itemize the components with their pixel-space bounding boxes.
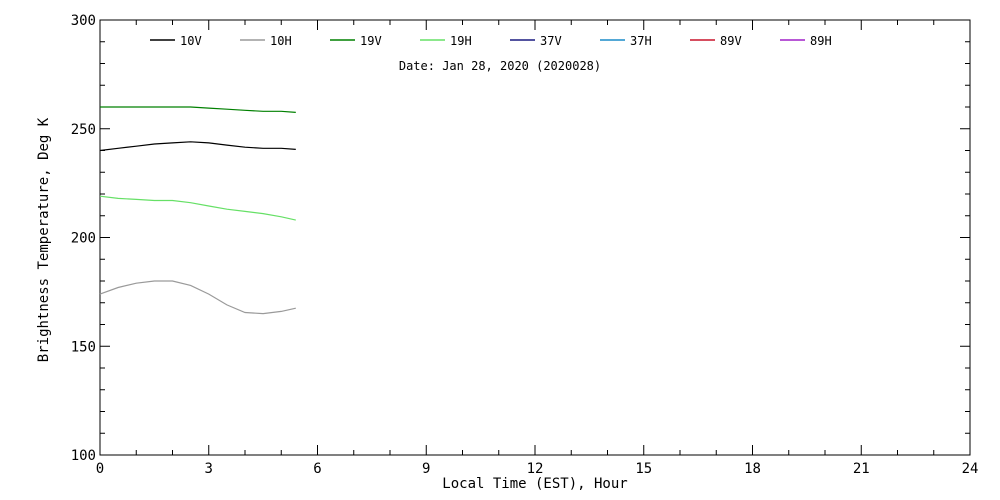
x-tick-label: 6: [313, 461, 321, 477]
axis-ticks: [99, 19, 971, 456]
x-axis-label: Local Time (EST), Hour: [442, 476, 627, 492]
x-tick-label: 12: [527, 461, 544, 477]
series-line-10h: [99, 280, 296, 315]
legend-label-19v: 19V: [360, 34, 382, 48]
y-tick-label: 100: [71, 448, 96, 464]
x-tick-label: 3: [205, 461, 213, 477]
x-tick-label: 21: [853, 461, 870, 477]
legend-label-89h: 89H: [810, 34, 832, 48]
x-tick-label: 18: [744, 461, 761, 477]
y-axis-label: Brightness Temperature, Deg K: [36, 117, 52, 362]
legend-label-37h: 37H: [630, 34, 652, 48]
legend-label-10h: 10H: [270, 34, 292, 48]
series-line-19v: [100, 106, 296, 113]
x-tick-label: 9: [422, 461, 430, 477]
chart-subtitle: Date: Jan 28, 2020 (2020028): [399, 59, 601, 73]
legend-label-89v: 89V: [720, 34, 742, 48]
legend-label-19h: 19H: [450, 34, 472, 48]
x-tick-labels: 0 3 6 9 12 15 18 21 24: [96, 461, 979, 477]
series-line-19h: [99, 195, 296, 221]
plot-frame: [99, 19, 971, 456]
y-tick-label: 150: [71, 339, 96, 355]
x-tick-label: 15: [635, 461, 652, 477]
y-tick-label: 250: [71, 122, 96, 138]
x-tick-label: 24: [962, 461, 979, 477]
legend: 10V 10H 19V 19H 37V 37H 89V 89H: [150, 34, 832, 48]
y-tick-label: 200: [71, 231, 96, 247]
y-tick-label: 300: [71, 13, 96, 29]
x-tick-label: 0: [96, 461, 104, 477]
series-line-10v: [99, 141, 296, 152]
series-lines: [99, 106, 296, 315]
y-tick-labels: 100 150 200 250 300: [71, 13, 96, 464]
legend-label-10v: 10V: [180, 34, 202, 48]
legend-label-37v: 37V: [540, 34, 562, 48]
